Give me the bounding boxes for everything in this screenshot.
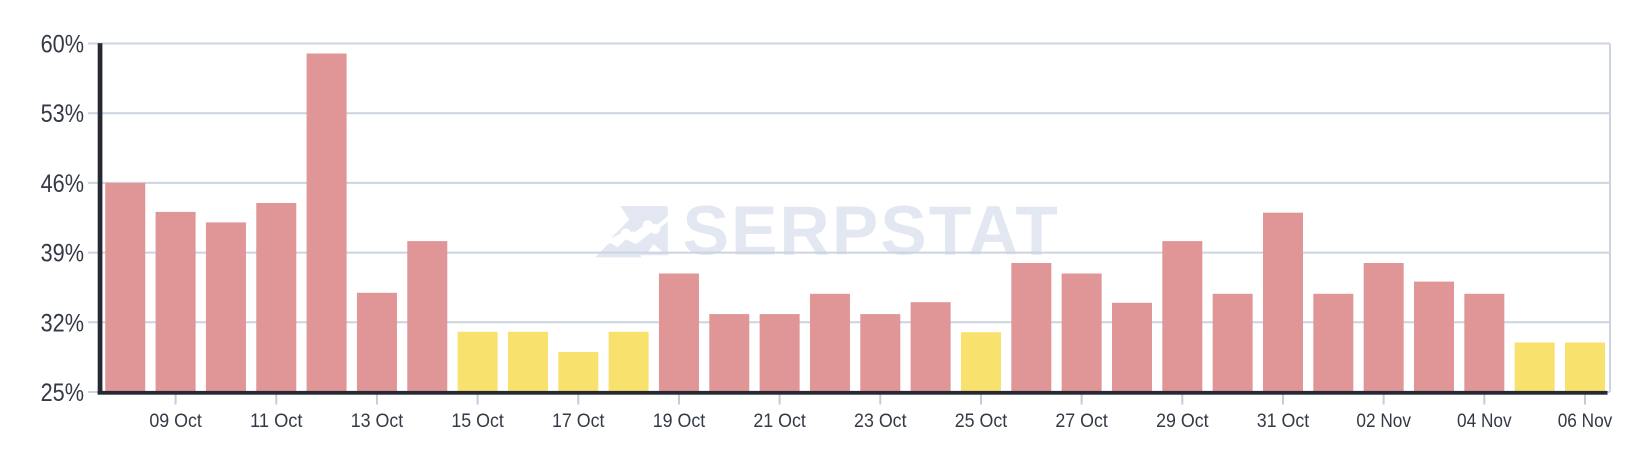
svg-text:11 Oct: 11 Oct bbox=[250, 411, 303, 432]
svg-text:15 Oct: 15 Oct bbox=[451, 411, 504, 432]
svg-text:17 Oct: 17 Oct bbox=[552, 411, 605, 432]
svg-text:32%: 32% bbox=[41, 309, 84, 337]
svg-text:39%: 39% bbox=[41, 240, 84, 268]
svg-text:21 Oct: 21 Oct bbox=[753, 411, 806, 432]
svg-text:27 Oct: 27 Oct bbox=[1055, 411, 1108, 432]
svg-text:02 Nov: 02 Nov bbox=[1356, 411, 1411, 432]
svg-text:46%: 46% bbox=[41, 170, 84, 198]
svg-text:25 Oct: 25 Oct bbox=[955, 411, 1008, 432]
svg-text:29 Oct: 29 Oct bbox=[1156, 411, 1209, 432]
svg-text:31 Oct: 31 Oct bbox=[1257, 411, 1310, 432]
svg-text:19 Oct: 19 Oct bbox=[653, 411, 706, 432]
svg-text:06 Nov: 06 Nov bbox=[1558, 411, 1613, 432]
svg-text:60%: 60% bbox=[41, 31, 84, 59]
svg-text:04 Nov: 04 Nov bbox=[1457, 411, 1512, 432]
svg-text:53%: 53% bbox=[41, 100, 84, 128]
svg-text:25%: 25% bbox=[41, 379, 84, 407]
svg-text:09 Oct: 09 Oct bbox=[149, 411, 202, 432]
svg-text:SERPSTAT: SERPSTAT bbox=[683, 192, 1060, 270]
svg-text:23 Oct: 23 Oct bbox=[854, 411, 907, 432]
svg-text:13 Oct: 13 Oct bbox=[351, 411, 404, 432]
